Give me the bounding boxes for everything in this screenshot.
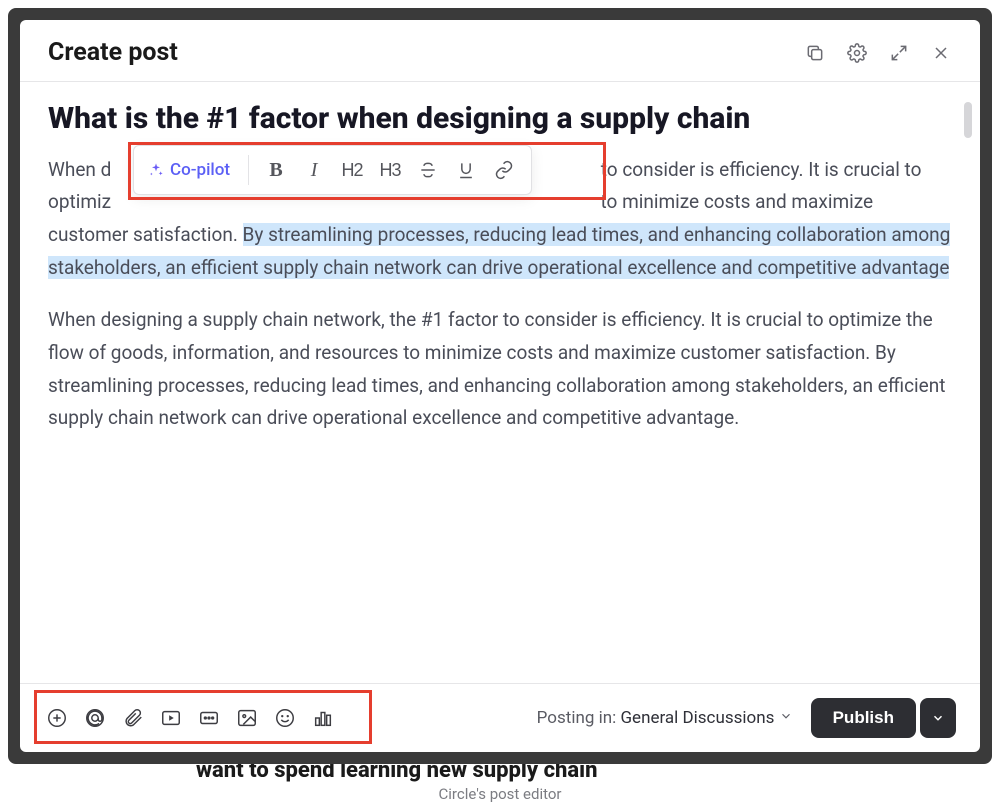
posting-in-selector[interactable]: Posting in: General Discussions <box>537 708 793 729</box>
scrollbar[interactable] <box>964 102 972 138</box>
p1-frag-c: optimiz <box>48 190 111 213</box>
modal-header: Create post <box>20 20 980 82</box>
duplicate-icon[interactable] <box>804 42 826 64</box>
h3-button[interactable]: H3 <box>373 153 407 187</box>
add-block-icon[interactable] <box>44 705 70 731</box>
bold-button[interactable]: B <box>259 153 293 187</box>
post-title-input[interactable]: What is the #1 factor when designing a s… <box>48 100 952 138</box>
gear-icon[interactable] <box>846 42 868 64</box>
h2-button[interactable]: H2 <box>335 153 369 187</box>
publish-button[interactable]: Publish <box>811 698 916 738</box>
italic-button[interactable]: I <box>297 153 331 187</box>
video-icon[interactable] <box>158 705 184 731</box>
footer-right: Posting in: General Discussions Publish <box>537 698 956 738</box>
create-post-modal: Create post What is the #1 factor when d… <box>20 20 980 752</box>
poll-icon[interactable] <box>310 705 336 731</box>
sparkle-icon <box>148 162 164 178</box>
chevron-down-icon <box>779 708 793 728</box>
underline-button[interactable] <box>449 153 483 187</box>
p1-frag-a: When d <box>48 158 111 181</box>
formatting-toolbar: Co-pilot B I H2 H3 <box>133 145 532 195</box>
p1-frag-b: to consider is efficiency. It is crucial… <box>601 158 922 181</box>
publish-dropdown-button[interactable] <box>920 698 956 738</box>
footer-insert-icons <box>44 705 336 731</box>
modal-footer: Posting in: General Discussions Publish <box>20 683 980 752</box>
expand-icon[interactable] <box>888 42 910 64</box>
figure-caption: Circle's post editor <box>0 785 1000 803</box>
modal-title: Create post <box>48 38 178 67</box>
posting-in-label: Posting in: <box>537 708 617 728</box>
publish-button-group: Publish <box>811 698 956 738</box>
strikethrough-button[interactable] <box>411 153 445 187</box>
mention-icon[interactable] <box>82 705 108 731</box>
image-icon[interactable] <box>234 705 260 731</box>
close-icon[interactable] <box>930 42 952 64</box>
modal-body: What is the #1 factor when designing a s… <box>20 82 980 683</box>
emoji-icon[interactable] <box>272 705 298 731</box>
attachment-icon[interactable] <box>120 705 146 731</box>
toolbar-divider <box>248 155 249 185</box>
p1-frag-d: to minimize costs and maximize <box>601 190 874 213</box>
header-actions <box>804 42 952 64</box>
link-button[interactable] <box>487 153 521 187</box>
copilot-button[interactable]: Co-pilot <box>140 156 238 184</box>
embed-icon[interactable] <box>196 705 222 731</box>
p1-frag-e: customer satisfaction. <box>48 223 243 246</box>
copilot-label: Co-pilot <box>170 160 230 180</box>
post-body-paragraph-2[interactable]: When designing a supply chain network, t… <box>48 304 952 435</box>
posting-in-space: General Discussions <box>620 708 774 728</box>
dark-frame: Create post What is the #1 factor when d… <box>8 8 992 764</box>
